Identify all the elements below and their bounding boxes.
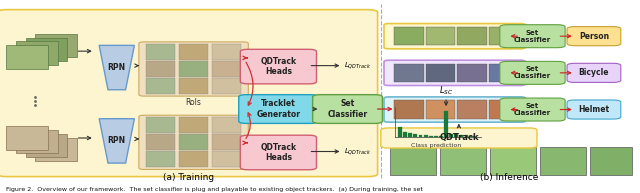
- FancyBboxPatch shape: [313, 95, 383, 124]
- Bar: [458, 64, 487, 82]
- Text: Set
Classifier: Set Classifier: [514, 30, 551, 43]
- Bar: [146, 44, 175, 60]
- FancyBboxPatch shape: [500, 98, 565, 121]
- Text: Set
Classifier: Set Classifier: [328, 99, 367, 119]
- Bar: [26, 134, 67, 157]
- Bar: [490, 147, 536, 175]
- Bar: [394, 27, 424, 45]
- Bar: [424, 135, 428, 137]
- Bar: [16, 41, 58, 65]
- Bar: [465, 135, 468, 137]
- FancyBboxPatch shape: [381, 128, 537, 148]
- Bar: [212, 134, 241, 150]
- Polygon shape: [99, 119, 134, 163]
- Text: RoIs: RoIs: [186, 98, 201, 107]
- Text: Helmet: Helmet: [579, 105, 609, 114]
- FancyBboxPatch shape: [567, 63, 621, 82]
- FancyBboxPatch shape: [384, 24, 525, 49]
- Bar: [35, 34, 77, 57]
- Bar: [429, 136, 433, 137]
- Bar: [390, 147, 436, 175]
- Text: Class prediction: Class prediction: [412, 143, 461, 148]
- Bar: [426, 64, 456, 82]
- Bar: [449, 134, 453, 137]
- Text: Set
Classifier: Set Classifier: [514, 103, 551, 116]
- Bar: [146, 61, 175, 77]
- Text: (b) Inference: (b) Inference: [479, 173, 538, 182]
- Bar: [426, 100, 456, 119]
- Bar: [426, 27, 456, 45]
- FancyBboxPatch shape: [0, 10, 378, 177]
- FancyBboxPatch shape: [567, 27, 621, 46]
- Text: Figure 2.  Overview of our framework.  The set classifier is plug and playable t: Figure 2. Overview of our framework. The…: [6, 187, 423, 192]
- Bar: [16, 130, 58, 153]
- Text: RPN: RPN: [108, 136, 126, 145]
- Bar: [489, 100, 518, 119]
- Bar: [179, 134, 208, 150]
- Text: Set
Classifier: Set Classifier: [514, 66, 551, 79]
- Bar: [179, 117, 208, 133]
- Polygon shape: [99, 45, 134, 90]
- Bar: [444, 111, 448, 137]
- Bar: [470, 136, 474, 137]
- Bar: [413, 134, 417, 137]
- Text: QDTrack: QDTrack: [439, 134, 479, 142]
- Bar: [489, 27, 518, 45]
- Bar: [146, 117, 175, 133]
- Bar: [212, 61, 241, 77]
- Text: Person: Person: [579, 32, 609, 41]
- Bar: [212, 117, 241, 133]
- Text: Bicycle: Bicycle: [579, 68, 609, 77]
- Bar: [146, 78, 175, 94]
- Bar: [212, 152, 241, 167]
- FancyBboxPatch shape: [241, 135, 317, 170]
- Text: $L_{QDTrack}$: $L_{QDTrack}$: [344, 146, 372, 157]
- FancyBboxPatch shape: [384, 60, 525, 85]
- Bar: [146, 134, 175, 150]
- Bar: [6, 45, 48, 69]
- FancyBboxPatch shape: [139, 42, 248, 96]
- Bar: [212, 44, 241, 60]
- Bar: [458, 27, 487, 45]
- Text: QDTrack
Heads: QDTrack Heads: [260, 143, 296, 162]
- Text: RPN: RPN: [108, 63, 126, 72]
- FancyBboxPatch shape: [500, 61, 565, 84]
- Bar: [394, 100, 424, 119]
- FancyBboxPatch shape: [139, 115, 248, 169]
- Bar: [590, 147, 632, 175]
- Bar: [408, 133, 412, 137]
- Bar: [460, 135, 463, 137]
- Bar: [403, 132, 407, 137]
- Text: (a) Training: (a) Training: [163, 173, 214, 182]
- Text: QDTrack
Heads: QDTrack Heads: [260, 57, 296, 76]
- Bar: [35, 138, 77, 161]
- Bar: [439, 136, 443, 137]
- Bar: [489, 64, 518, 82]
- Text: $L_{SC}$: $L_{SC}$: [439, 84, 453, 97]
- Bar: [458, 100, 487, 119]
- Bar: [440, 147, 486, 175]
- Bar: [179, 152, 208, 167]
- Bar: [454, 134, 458, 137]
- Bar: [212, 78, 241, 94]
- FancyBboxPatch shape: [500, 25, 565, 48]
- Bar: [540, 147, 586, 175]
- Text: Tracklet
Generator: Tracklet Generator: [257, 99, 300, 119]
- Bar: [6, 126, 48, 150]
- Text: $L_{QDTrack}$: $L_{QDTrack}$: [344, 60, 372, 71]
- Bar: [434, 136, 438, 137]
- FancyBboxPatch shape: [567, 100, 621, 119]
- Bar: [179, 44, 208, 60]
- Bar: [398, 127, 402, 137]
- FancyBboxPatch shape: [384, 97, 525, 122]
- Bar: [179, 61, 208, 77]
- Bar: [179, 78, 208, 94]
- Bar: [394, 64, 424, 82]
- Bar: [146, 152, 175, 167]
- FancyBboxPatch shape: [241, 49, 317, 84]
- Bar: [419, 135, 422, 137]
- FancyBboxPatch shape: [239, 95, 318, 124]
- Bar: [26, 38, 67, 61]
